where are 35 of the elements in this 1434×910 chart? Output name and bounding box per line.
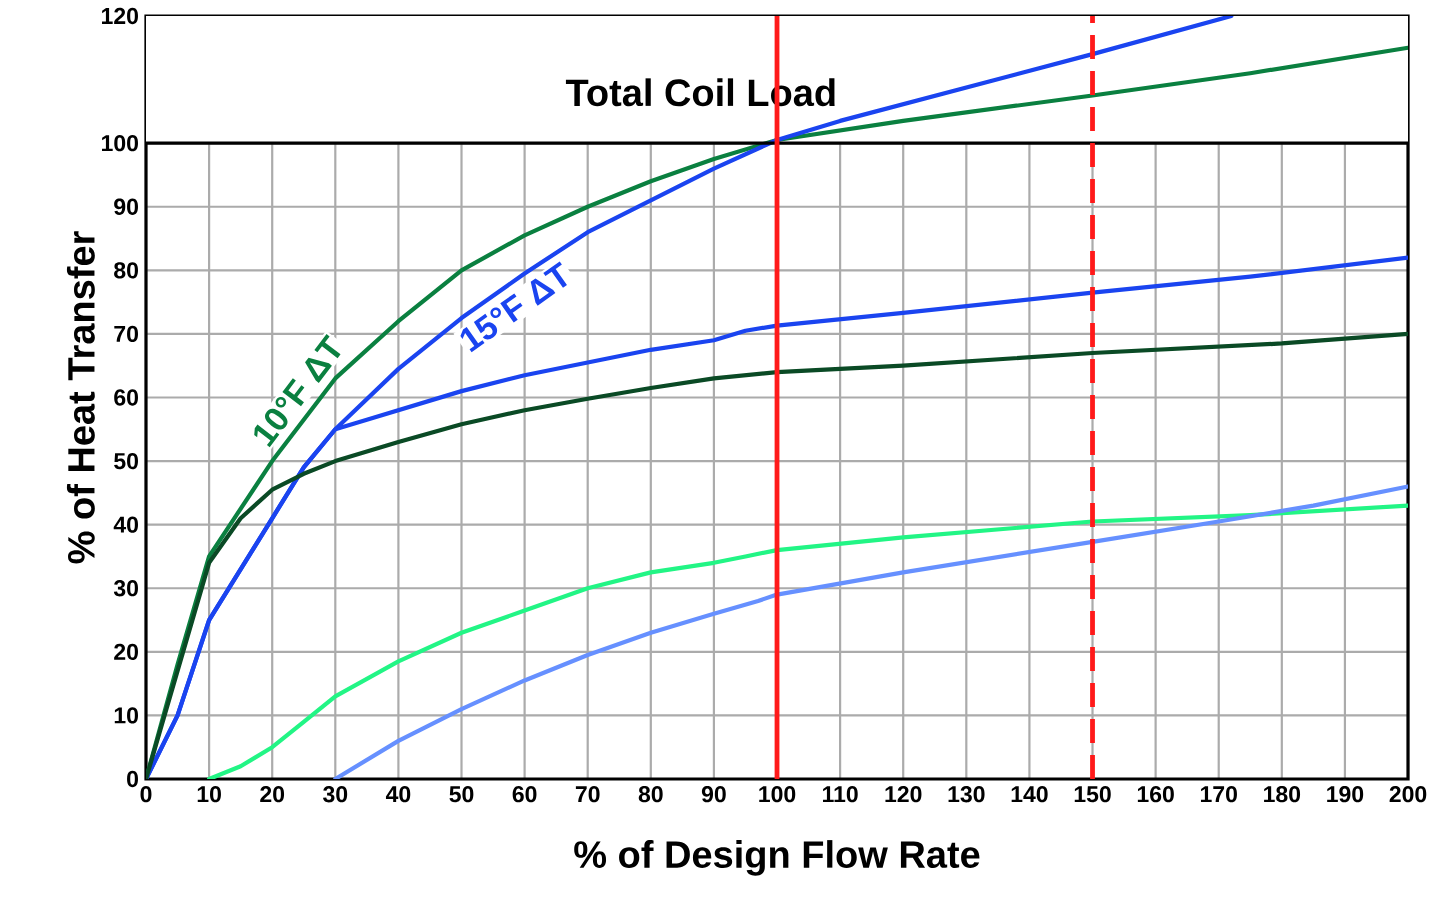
x-tick-label: 50	[449, 786, 474, 803]
y-tick-label: 30	[113, 580, 138, 597]
y-axis-title: % of Heat Transfer	[66, 231, 95, 564]
y-tick-label: 90	[114, 198, 138, 215]
y-tick-label: 120	[102, 7, 138, 25]
x-tick-label: 120	[885, 786, 922, 803]
y-tick-label: 60	[114, 389, 138, 406]
x-tick-label: 150	[1074, 786, 1111, 803]
y-tick-label: 80	[114, 262, 138, 279]
x-tick-label: 80	[638, 786, 663, 803]
x-tick-label: 160	[1137, 786, 1174, 803]
y-tick-label: 0	[127, 770, 138, 788]
x-tick-label: 140	[1011, 786, 1048, 803]
y-tick-label: 70	[114, 325, 138, 343]
x-tick-label: 100	[759, 786, 796, 803]
y-tick-label: 40	[113, 516, 138, 533]
y-tick-label: 50	[114, 452, 138, 470]
x-tick-label: 110	[823, 786, 858, 803]
y-tick-label: 20	[114, 643, 138, 660]
y-tick-label: 100	[102, 135, 138, 152]
x-tick-label: 170	[1200, 786, 1237, 803]
x-tick-label: 190	[1327, 786, 1364, 803]
x-tick-label: 20	[260, 786, 285, 803]
x-tick-label: 70	[575, 786, 600, 803]
x-tick-label: 60	[512, 786, 537, 803]
x-axis-title: % of Design Flow Rate	[574, 840, 980, 876]
x-tick-label: 30	[323, 786, 348, 803]
x-tick-label: 0	[140, 786, 152, 803]
y-tick-label: 10	[114, 707, 138, 724]
x-tick-label: 40	[385, 786, 411, 803]
x-tick-label: 180	[1264, 786, 1301, 803]
x-tick-label: 10	[197, 786, 221, 803]
x-tick-label: 90	[701, 786, 726, 803]
x-tick-label: 200	[1389, 786, 1427, 803]
x-tick-label: 130	[948, 786, 985, 803]
